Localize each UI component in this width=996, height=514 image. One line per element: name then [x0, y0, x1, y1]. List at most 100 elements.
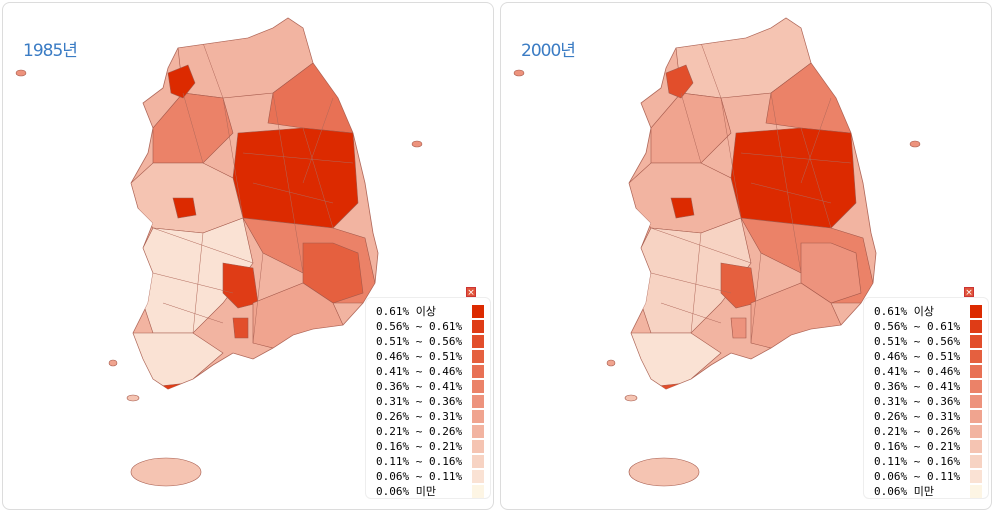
district-border: [750, 252, 762, 344]
legend-label: 0.06% 미만: [874, 485, 934, 498]
district-border: [800, 97, 832, 184]
district-region: [665, 64, 694, 99]
legend-label: 0.06% ~ 0.11%: [376, 469, 463, 483]
island-region: [130, 457, 202, 487]
district-border: [770, 92, 802, 274]
legend-item: 0.51% ~ 0.56%: [874, 334, 982, 348]
legend-close-icon[interactable]: ×: [964, 287, 974, 298]
legend-label: 0.41% ~ 0.46%: [874, 364, 961, 378]
legend-item: 0.56% ~ 0.61%: [874, 319, 982, 333]
legend-label: 0.11% ~ 0.16%: [874, 454, 961, 468]
district-border: [202, 42, 224, 99]
legend-label: 0.41% ~ 0.46%: [376, 364, 463, 378]
island-region: [909, 140, 921, 148]
legend-label: 0.31% ~ 0.36%: [376, 394, 463, 408]
legend-swatch: [472, 409, 484, 423]
district-region: [157, 382, 194, 389]
district-region: [655, 382, 692, 389]
island-region: [624, 394, 638, 402]
legend-item: 0.06% ~ 0.11%: [874, 469, 982, 483]
district-border: [252, 252, 264, 344]
district-region: [222, 262, 259, 309]
legend-swatch: [970, 484, 982, 498]
legend-item: 0.56% ~ 0.61%: [376, 319, 484, 333]
legend-item: 0.46% ~ 0.51%: [874, 349, 982, 363]
district-region: [730, 317, 747, 339]
district-border: [680, 92, 702, 164]
choropleth-map: [15, 17, 423, 487]
legend-swatch: [472, 349, 484, 363]
legend-label: 0.61% 이상: [874, 305, 934, 318]
legend-item: 0.06% 미만: [376, 484, 484, 498]
legend-swatch: [970, 469, 982, 483]
legend-item: 0.26% ~ 0.31%: [376, 409, 484, 423]
legend-label: 0.61% 이상: [376, 305, 436, 318]
island-region: [126, 394, 140, 402]
legend-label: 0.51% ~ 0.56%: [376, 334, 463, 348]
legend: 0.61% 이상 0.56% ~ 0.61% 0.51% ~ 0.56% 0.46% …: [365, 297, 491, 499]
legend-swatch: [970, 424, 982, 438]
island-region: [628, 457, 700, 487]
legend-label: 0.31% ~ 0.36%: [874, 394, 961, 408]
district-border: [800, 127, 832, 229]
choropleth-map: [513, 17, 921, 487]
legend-item: 0.41% ~ 0.46%: [874, 364, 982, 378]
legend-swatch: [970, 454, 982, 468]
legend-swatch: [472, 394, 484, 408]
legend-swatch: [970, 319, 982, 333]
district-border: [740, 152, 852, 164]
legend-item: 0.11% ~ 0.16%: [376, 454, 484, 468]
district-border: [660, 302, 722, 324]
district-border: [182, 92, 204, 164]
legend-item: 0.51% ~ 0.56%: [376, 334, 484, 348]
legend-item: 0.06% 미만: [874, 484, 982, 498]
district-border: [192, 232, 204, 334]
year-label: 2000년: [521, 41, 576, 61]
legend-item: 0.26% ~ 0.31%: [874, 409, 982, 423]
legend-label: 0.56% ~ 0.61%: [376, 319, 463, 333]
legend-swatch: [970, 334, 982, 348]
legend-item: 0.16% ~ 0.21%: [874, 439, 982, 453]
legend-label: 0.46% ~ 0.51%: [376, 349, 463, 363]
district-region: [132, 332, 224, 389]
legend-label: 0.16% ~ 0.21%: [874, 439, 961, 453]
legend-label: 0.21% ~ 0.26%: [874, 424, 961, 438]
legend-item: 0.36% ~ 0.41%: [874, 379, 982, 393]
legend-label: 0.21% ~ 0.26%: [376, 424, 463, 438]
legend-label: 0.26% ~ 0.31%: [874, 409, 961, 423]
district-border: [650, 272, 732, 294]
legend-item: 0.31% ~ 0.36%: [376, 394, 484, 408]
legend-label: 0.11% ~ 0.16%: [376, 454, 463, 468]
legend-close-icon[interactable]: ×: [466, 287, 476, 298]
district-border: [152, 272, 234, 294]
island-region: [513, 69, 525, 77]
island-region: [108, 359, 118, 367]
district-border: [750, 182, 832, 204]
legend-swatch: [472, 424, 484, 438]
district-region: [720, 262, 757, 309]
legend-item: 0.21% ~ 0.26%: [376, 424, 484, 438]
legend-label: 0.06% 미만: [376, 485, 436, 498]
district-border: [152, 227, 254, 264]
legend-swatch: [970, 304, 982, 318]
district-region: [232, 317, 249, 339]
legend-item: 0.36% ~ 0.41%: [376, 379, 484, 393]
legend-swatch: [472, 439, 484, 453]
map-panel-2000: 2000년 × 0.61% 이상 0.56% ~ 0.61% 0.51% ~ 0.56…: [500, 2, 992, 510]
legend-item: 0.31% ~ 0.36%: [874, 394, 982, 408]
district-border: [162, 302, 224, 324]
year-label: 1985년: [23, 41, 78, 61]
legend-item: 0.06% ~ 0.11%: [376, 469, 484, 483]
legend-item: 0.21% ~ 0.26%: [874, 424, 982, 438]
legend-swatch: [970, 394, 982, 408]
map-panel-1985: 1985년 × 0.61% 이상 0.56% ~ 0.61% 0.51% ~ 0.56…: [2, 2, 494, 510]
legend-swatch: [472, 469, 484, 483]
legend-swatch: [970, 349, 982, 363]
legend-item: 0.46% ~ 0.51%: [376, 349, 484, 363]
legend-swatch: [970, 379, 982, 393]
legend-swatch: [472, 364, 484, 378]
legend-item: 0.16% ~ 0.21%: [376, 439, 484, 453]
district-border: [650, 227, 752, 264]
legend: 0.61% 이상 0.56% ~ 0.61% 0.51% ~ 0.56% 0.46% …: [863, 297, 989, 499]
legend-swatch: [472, 454, 484, 468]
